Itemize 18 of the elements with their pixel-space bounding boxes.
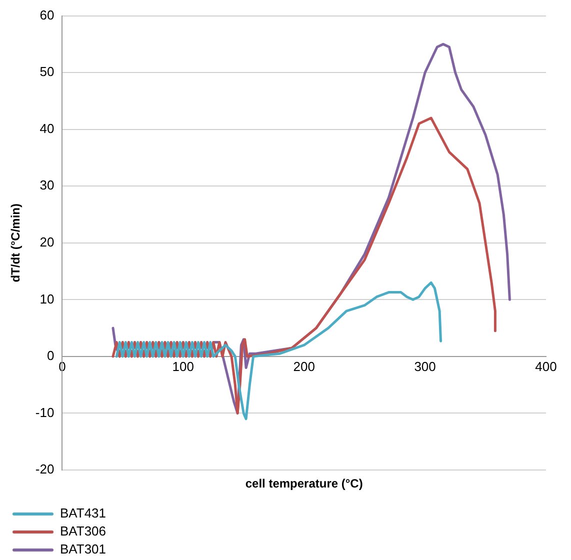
legend-label: BAT301 bbox=[60, 542, 106, 557]
y-tick-label: 20 bbox=[40, 234, 54, 250]
x-tick-label: 100 bbox=[172, 358, 194, 374]
x-tick-label: 300 bbox=[414, 358, 436, 374]
y-tick-label: 40 bbox=[40, 120, 54, 136]
y-tick-label: 30 bbox=[40, 178, 54, 193]
y-tick-label: 60 bbox=[40, 7, 54, 22]
y-tick-label: 0 bbox=[46, 348, 54, 364]
legend-label: BAT431 bbox=[60, 506, 106, 521]
x-tick-label: 400 bbox=[535, 358, 557, 374]
y-tick-label: -20 bbox=[35, 462, 54, 477]
x-tick-label: 200 bbox=[293, 358, 315, 374]
x-axis-title: cell temperature (°C) bbox=[245, 476, 363, 490]
y-axis-title: dT/dt (°C/min) bbox=[8, 204, 23, 282]
legend-label: BAT306 bbox=[60, 524, 106, 539]
y-tick-label: -10 bbox=[35, 404, 54, 420]
y-tick-label: 10 bbox=[40, 291, 54, 306]
y-tick-label: 50 bbox=[40, 64, 54, 80]
